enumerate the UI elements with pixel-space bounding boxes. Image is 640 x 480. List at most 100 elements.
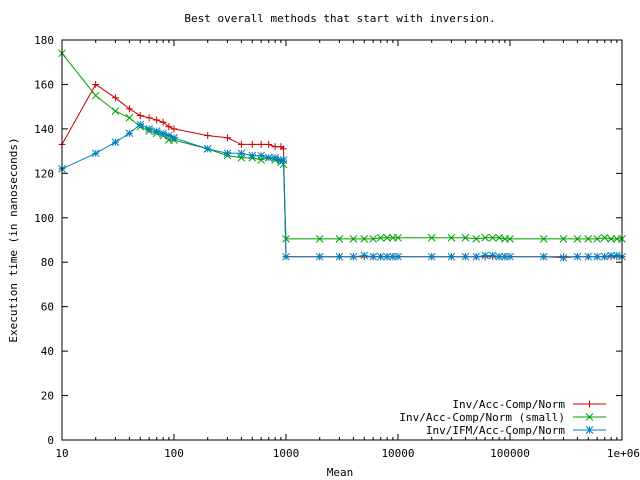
data-point: [125, 129, 134, 138]
data-point: [264, 153, 273, 162]
data-point: [559, 235, 568, 243]
x-tick-label: 1e+06: [607, 447, 640, 460]
y-tick-label: 120: [34, 167, 54, 180]
data-point: [165, 123, 173, 131]
data-point: [170, 125, 178, 133]
legend-label: Inv/Acc-Comp/Norm: [452, 398, 565, 411]
y-tick-label: 80: [41, 256, 54, 269]
y-tick-label: 20: [41, 390, 54, 403]
data-point: [257, 140, 265, 148]
data-point: [613, 251, 621, 260]
data-point: [125, 105, 133, 113]
data-point: [335, 252, 344, 261]
x-tick-label: 1000: [273, 447, 300, 460]
data-point: [111, 94, 119, 102]
data-point: [349, 235, 358, 243]
data-point: [394, 252, 402, 261]
data-point: [315, 235, 324, 243]
data-point: [394, 233, 402, 242]
series-line: [61, 83, 622, 258]
x-axis-label: Mean: [327, 466, 354, 479]
data-point: [159, 118, 167, 126]
data-point: [279, 156, 288, 164]
data-point: [447, 233, 456, 242]
data-point: [481, 233, 490, 242]
series-line: [61, 52, 622, 240]
data-point: [237, 140, 245, 148]
data-point: [145, 114, 153, 122]
data-point: [92, 80, 100, 88]
data-point: [488, 233, 497, 242]
data-point: [204, 132, 212, 140]
data-point: [280, 145, 288, 153]
data-point: [376, 233, 385, 242]
legend-marker: [586, 400, 593, 408]
data-point: [335, 235, 344, 243]
data-point: [383, 233, 391, 242]
data-point: [153, 116, 161, 124]
legend-marker: [585, 413, 594, 421]
data-point: [257, 151, 266, 160]
data-point: [593, 252, 602, 261]
series-layer: [58, 49, 626, 262]
data-point: [600, 252, 609, 261]
data-point: [125, 113, 134, 122]
x-tick-label: 100000: [490, 447, 530, 460]
data-point: [427, 252, 436, 261]
data-point: [111, 107, 120, 115]
data-point: [573, 252, 582, 261]
data-point: [539, 252, 548, 261]
data-point: [461, 252, 470, 261]
data-point: [136, 112, 144, 120]
y-axis-label: Execution time (in nanoseconds): [7, 137, 20, 342]
data-point: [607, 235, 615, 243]
data-point: [376, 252, 385, 261]
data-point: [152, 127, 161, 135]
data-point: [488, 251, 497, 260]
data-point: [427, 233, 436, 242]
axes: 0 20 40 60 80 100 120 140 160 180 10 100 1000 10000 10…: [34, 34, 640, 460]
data-point: [265, 140, 273, 148]
data-point: [170, 133, 178, 142]
data-point: [495, 252, 503, 261]
data-point: [539, 235, 548, 243]
data-point: [315, 252, 324, 261]
data-point: [248, 151, 257, 160]
y-tick-label: 100: [34, 212, 54, 225]
series-1: [58, 80, 626, 261]
data-point: [237, 149, 246, 158]
y-tick-label: 60: [41, 301, 54, 314]
legend-label: Inv/Acc-Comp/Norm (small): [399, 411, 565, 424]
data-point: [593, 235, 602, 243]
data-point: [584, 235, 593, 243]
data-point: [369, 235, 378, 243]
data-point: [360, 235, 369, 243]
data-point: [461, 233, 470, 242]
data-point: [111, 138, 120, 147]
data-point: [91, 91, 100, 100]
data-point: [248, 140, 256, 148]
data-point: [600, 233, 609, 242]
data-point: [506, 235, 514, 243]
data-point: [159, 129, 167, 138]
data-point: [136, 120, 145, 129]
series-line: [61, 123, 623, 259]
y-tick-label: 40: [41, 345, 54, 358]
legend-marker: [585, 426, 594, 434]
series-2: [58, 49, 626, 243]
x-tick-label: 10000: [381, 447, 414, 460]
data-point: [584, 252, 593, 261]
chart-title: Best overall methods that start with inv…: [184, 12, 495, 25]
data-point: [559, 253, 568, 262]
data-point: [91, 149, 100, 158]
y-tick-label: 180: [34, 34, 54, 47]
data-point: [223, 149, 232, 158]
data-point: [472, 252, 481, 261]
data-point: [447, 252, 456, 261]
y-tick-label: 0: [47, 434, 54, 447]
data-point: [145, 125, 154, 133]
data-point: [369, 252, 378, 261]
data-point: [481, 251, 490, 260]
